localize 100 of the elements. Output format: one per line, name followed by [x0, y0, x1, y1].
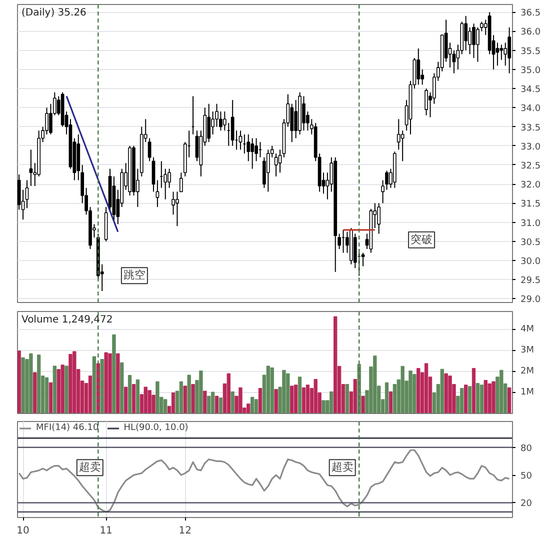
candlestick	[156, 180, 160, 208]
bar	[37, 354, 41, 414]
candlestick	[230, 100, 234, 146]
bar	[361, 396, 365, 414]
bar	[298, 376, 302, 414]
bar	[230, 391, 234, 414]
candlestick	[464, 15, 468, 51]
x-tick-label: 11	[100, 526, 112, 536]
y-tick-label: 32.5	[520, 161, 541, 172]
bar	[88, 376, 92, 414]
bar	[21, 357, 25, 414]
y-tick-label: 34.0	[520, 104, 541, 114]
bar	[302, 387, 306, 414]
bar	[203, 390, 207, 414]
candlestick	[500, 44, 504, 60]
bar	[207, 396, 211, 414]
bar	[44, 377, 49, 414]
candlestick	[377, 202, 381, 234]
bar	[412, 374, 416, 414]
x-tick-label: 10	[16, 526, 30, 536]
y-tick-label: 35.0	[520, 66, 541, 76]
bar	[270, 367, 274, 414]
bar	[424, 363, 428, 414]
candlestick	[472, 23, 476, 58]
y-tick-label: 20	[520, 499, 532, 510]
bar	[124, 386, 128, 414]
bar	[164, 399, 168, 414]
annotation: 突破	[410, 232, 433, 246]
bar	[468, 386, 472, 414]
candlestick	[148, 138, 152, 162]
bar	[179, 381, 184, 414]
bar	[286, 373, 290, 414]
bar	[144, 386, 148, 414]
bar	[472, 368, 476, 414]
y-tick-label: 30.0	[520, 256, 541, 267]
bar	[388, 391, 393, 414]
candlestick	[416, 48, 420, 86]
candlestick	[238, 130, 242, 150]
bar	[254, 399, 258, 414]
candlestick	[211, 110, 214, 135]
bar	[488, 383, 492, 414]
y-tick-label: 3M	[520, 345, 534, 356]
bar	[480, 384, 484, 414]
bar	[33, 372, 37, 414]
bar	[116, 353, 120, 414]
bar	[258, 388, 262, 414]
candlestick	[179, 172, 183, 192]
bar	[132, 384, 136, 414]
bar	[187, 374, 191, 414]
bar	[334, 316, 338, 414]
annotation: 跳空	[123, 268, 146, 282]
candlestick	[152, 156, 156, 192]
bar	[448, 376, 452, 414]
candlestick	[266, 149, 270, 192]
bar	[120, 362, 124, 414]
bar	[214, 396, 219, 414]
bar	[183, 386, 187, 414]
bar	[322, 400, 326, 414]
bar	[492, 381, 496, 414]
bar	[218, 397, 223, 414]
line-series	[18, 449, 510, 513]
y-tick-label: 33.0	[520, 142, 541, 152]
bar	[48, 382, 53, 414]
y-tick-label: 1M	[520, 387, 534, 398]
candlestick	[29, 149, 33, 186]
bar	[314, 378, 318, 414]
bar	[345, 384, 350, 414]
bar	[266, 366, 270, 414]
y-tick-label: 35.5	[520, 46, 541, 57]
bar	[92, 356, 96, 414]
candlestick	[294, 100, 298, 139]
y-tick-label: 36.0	[520, 28, 541, 38]
bar	[18, 350, 21, 414]
bar	[416, 368, 420, 414]
bar	[171, 392, 176, 414]
bar	[373, 356, 377, 414]
y-tick-label: 29.0	[520, 295, 541, 306]
bar	[444, 373, 448, 414]
bar	[68, 354, 72, 414]
bar	[440, 368, 444, 414]
chart-title: (Daily) 35.26	[22, 8, 86, 18]
y-tick-label: 50	[520, 472, 532, 482]
candlestick	[278, 149, 282, 174]
bar	[484, 380, 488, 414]
bar	[226, 373, 230, 414]
candlestick	[400, 130, 404, 162]
bar	[104, 352, 108, 414]
bar	[136, 379, 140, 414]
bar	[330, 391, 334, 414]
bar	[112, 334, 116, 414]
bar	[72, 351, 76, 414]
bar	[306, 384, 310, 414]
y-tick-label: 36.5	[520, 8, 541, 19]
bar	[290, 386, 294, 414]
bar	[460, 388, 464, 414]
bar	[29, 353, 33, 414]
annotation: 超卖	[331, 460, 354, 474]
x-tick-label: 12	[178, 526, 192, 536]
bar	[108, 353, 112, 414]
bar	[408, 370, 412, 414]
